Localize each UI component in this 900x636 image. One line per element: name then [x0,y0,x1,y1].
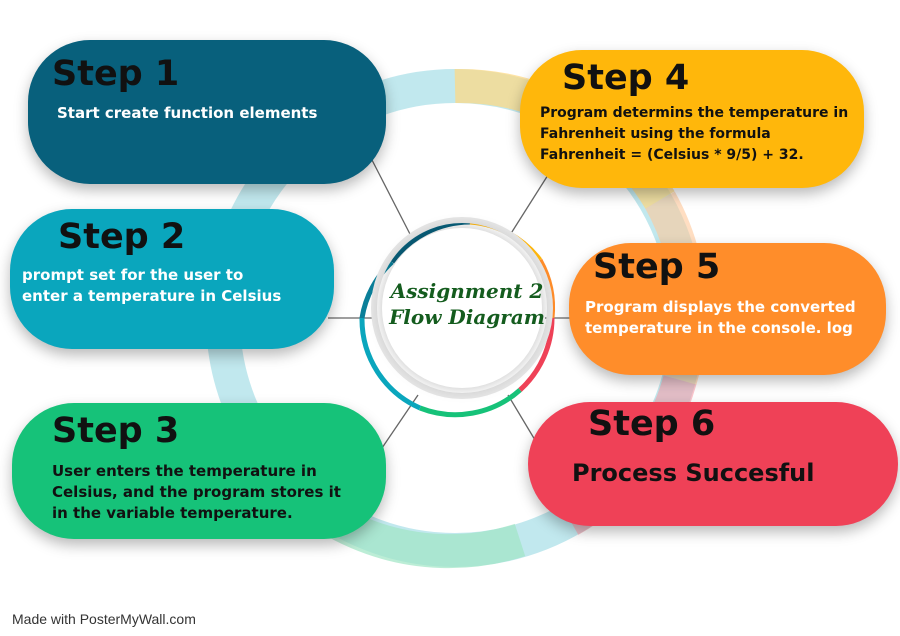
step-1-title: Step 1 [52,54,180,94]
inner-ring-gray [371,217,553,399]
step-4-card: Step 4 Program determins the temperature… [520,50,864,188]
step-4-title: Step 4 [562,58,690,98]
step-5-card: Step 5 Program displays the converted te… [569,243,886,375]
step-5-text: Program displays the converted temperatu… [585,298,856,337]
step-5-title: Step 5 [593,247,721,287]
step-3-title: Step 3 [52,411,180,451]
step-3-card: Step 3 User enters the temperature in Ce… [12,403,386,539]
step-6-title: Step 6 [588,404,716,444]
step-4-text: Program determins the temperature in Fah… [540,105,849,163]
step-6-card: Step 6 Process Succesful [528,402,898,526]
footer-credit: Made with PosterMyWall.com [12,611,196,627]
step-1-text: Start create function elements [57,104,318,122]
step-2-card: Step 2 prompt set for the user to enter … [10,209,334,349]
step-6-text: Process Succesful [572,459,815,487]
step-1-card: Step 1 Start create function elements [28,40,386,184]
step-3-text: User enters the temperature in Celsius, … [52,462,341,522]
center-title: Assignment 2 Flow Diagram [389,279,545,329]
step-2-title: Step 2 [58,217,186,257]
step-2-text: prompt set for the user to enter a tempe… [22,266,282,305]
center-circle [382,228,542,388]
